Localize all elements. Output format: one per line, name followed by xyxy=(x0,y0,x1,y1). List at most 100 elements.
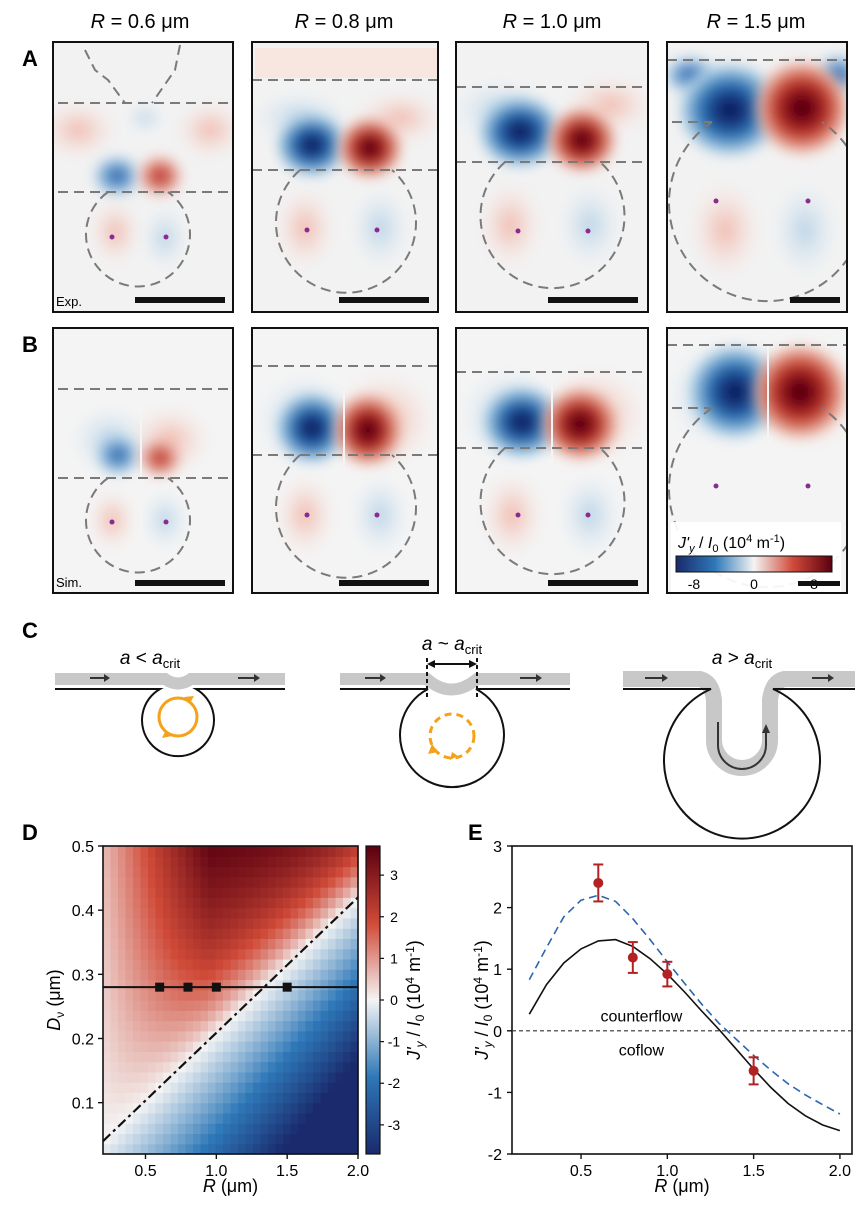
heatmap-cell xyxy=(125,917,134,929)
heatmap-cell xyxy=(178,1020,187,1032)
heatmap-cell xyxy=(148,938,157,950)
heatmap-cell xyxy=(350,969,359,981)
heatmap-cell xyxy=(125,1143,134,1155)
annotation-counterflow: counterflow xyxy=(601,1009,683,1026)
heatmap-cell xyxy=(200,1030,209,1042)
heatmap-cell xyxy=(298,1133,307,1145)
heatmap-cell xyxy=(238,1000,247,1011)
heatmap-cell xyxy=(305,928,314,939)
heatmap-cell xyxy=(335,846,344,857)
heatmap-cell xyxy=(110,887,119,898)
heatmap-cell xyxy=(125,856,134,868)
heatmap-cell xyxy=(290,1123,299,1135)
heatmap-cell xyxy=(200,1092,209,1104)
heatmap-cell xyxy=(298,897,307,909)
heatmap-cell xyxy=(185,969,194,981)
heatmap-cell xyxy=(290,989,299,1001)
heatmap-cell xyxy=(298,907,307,919)
heatmap-cell xyxy=(103,1020,112,1032)
heatmap-cell xyxy=(343,1061,352,1073)
heatmap-cell xyxy=(268,1010,277,1022)
heatmap-cell xyxy=(238,846,247,857)
heatmap-cell xyxy=(313,897,322,909)
heatmap-cell xyxy=(103,866,112,878)
heatmap-cell xyxy=(208,917,217,929)
heatmap-cell xyxy=(268,1020,277,1032)
heatmap-cell xyxy=(335,1030,344,1042)
heatmap-cell xyxy=(133,1020,142,1032)
data-point xyxy=(627,952,638,963)
heatmap-cell xyxy=(110,1020,119,1032)
heatmap-cell xyxy=(328,1112,337,1124)
heatmap-cell xyxy=(110,989,119,1001)
heatmap-cell xyxy=(283,1082,292,1093)
heatmap-cell xyxy=(343,1092,352,1104)
heatmap-cell xyxy=(178,1082,187,1093)
heatmap-cell xyxy=(343,907,352,919)
data-point xyxy=(593,877,604,888)
heatmap-cell xyxy=(193,1133,202,1145)
heatmap-cell xyxy=(148,1092,157,1104)
heatmap-cell xyxy=(148,1030,157,1042)
heatmap-cell xyxy=(133,928,142,939)
heatmap-cell xyxy=(328,989,337,1001)
heatmap-cell xyxy=(283,928,292,939)
heatmap-cell xyxy=(133,1041,142,1052)
heatmap-cell xyxy=(343,958,352,970)
heatmap-cell xyxy=(223,1143,232,1155)
heatmap-cell xyxy=(125,1020,134,1032)
heatmap-cell xyxy=(298,917,307,929)
heatmap-cell xyxy=(155,1061,164,1073)
heatmap-cell xyxy=(208,989,217,1001)
heatmap-cell xyxy=(268,1102,277,1114)
heatmap-cell xyxy=(178,1112,187,1124)
heatmap-cell xyxy=(313,1041,322,1052)
heatmap-cell xyxy=(103,887,112,898)
heatmap-cell xyxy=(208,1020,217,1032)
chart-e: counterflow coflow 0.5 1.0 1.5 2.0 3 2 1 0 -1 -2 R (… xyxy=(471,839,853,1196)
heatmap-cell xyxy=(103,1112,112,1124)
heatmap-cell xyxy=(223,1133,232,1145)
heatmap-cell xyxy=(275,897,284,909)
heatmap-cell xyxy=(245,897,254,909)
x-tick-label: 1.5 xyxy=(742,1163,764,1180)
heatmap-cell xyxy=(118,917,127,929)
heatmap-cell xyxy=(223,1123,232,1135)
heatmap-cell xyxy=(148,1082,157,1093)
heatmap-cell xyxy=(155,1000,164,1011)
heatmap-cell xyxy=(290,1061,299,1073)
heatmap-cell xyxy=(253,1123,262,1135)
heatmap-cell xyxy=(290,846,299,857)
heatmap-cell xyxy=(148,1143,157,1155)
heatmap-cell xyxy=(208,1092,217,1104)
heatmap-cell xyxy=(283,948,292,960)
heatmap-cell xyxy=(350,1082,359,1093)
heatmap-cell xyxy=(178,1143,187,1155)
heatmap-cell xyxy=(133,907,142,919)
heatmap-cell xyxy=(140,938,149,950)
series-line-sim xyxy=(528,938,841,1132)
heatmap-cell xyxy=(230,1123,239,1135)
heatmap-cell xyxy=(103,1082,112,1093)
heatmap-cell xyxy=(133,1082,142,1093)
heatmap-cell xyxy=(260,846,269,857)
heatmap-cell xyxy=(215,907,224,919)
heatmap-cell xyxy=(328,866,337,878)
heatmap-cell xyxy=(230,1020,239,1032)
heatmap-cell xyxy=(305,1010,314,1022)
heatmap-cell xyxy=(148,897,157,909)
heatmap-cell xyxy=(238,928,247,939)
heatmap-cell xyxy=(320,887,329,898)
heatmap-cell xyxy=(260,1092,269,1104)
heatmap-cell xyxy=(343,969,352,981)
heatmap-cell xyxy=(260,1051,269,1063)
heatmap-cell xyxy=(320,928,329,939)
heatmap-cell xyxy=(253,1010,262,1022)
heatmap-cell xyxy=(118,1112,127,1124)
heatmap-cell xyxy=(238,979,247,991)
heatmap-cell xyxy=(170,1143,179,1155)
heatmap-cell xyxy=(208,1071,217,1083)
heatmap-cell xyxy=(110,1123,119,1135)
heatmap-cell xyxy=(238,907,247,919)
heatmap-cell xyxy=(118,1133,127,1145)
